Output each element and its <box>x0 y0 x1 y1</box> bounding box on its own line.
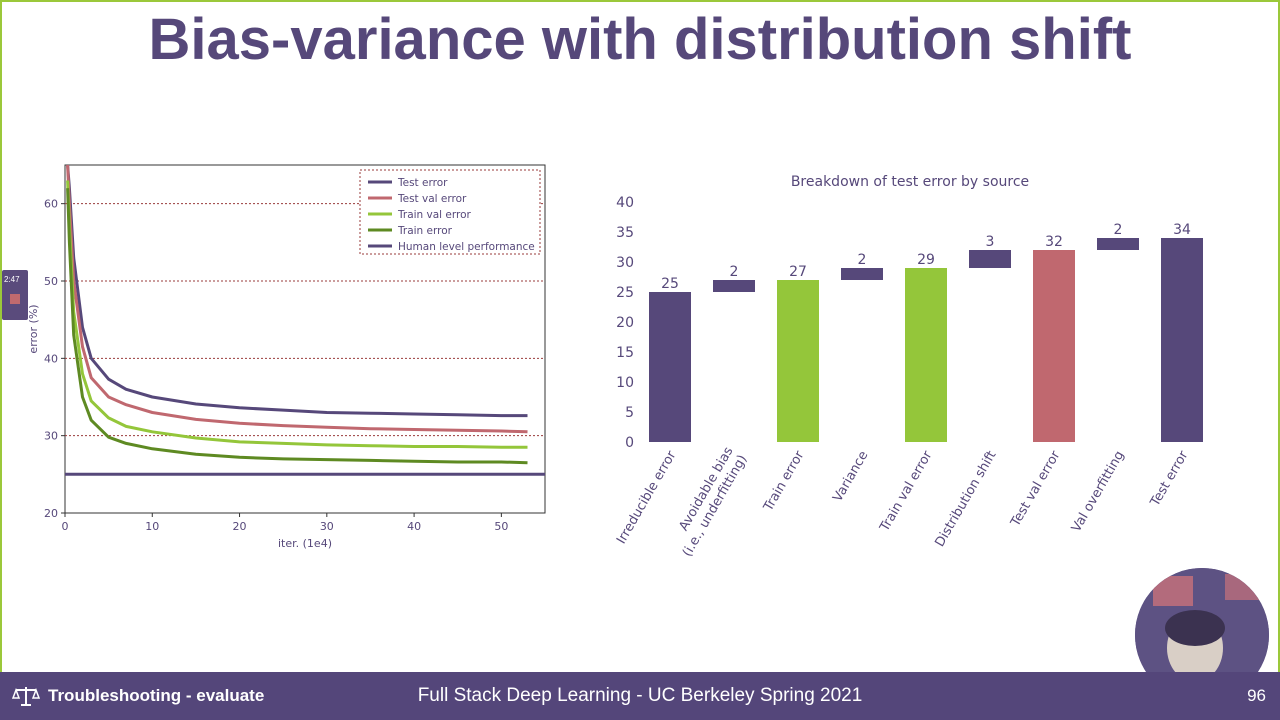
bar-chart: Breakdown of test error by source 0 5 10 15 2… <box>614 174 1203 559</box>
series-line <box>66 180 528 449</box>
x-category-label-line: Test error <box>1147 448 1191 510</box>
legend-box <box>359 169 541 255</box>
bar-value-label: 2 <box>858 252 867 268</box>
scales-icon <box>12 687 40 706</box>
bar <box>841 268 883 280</box>
x-category-label: Test val error <box>1008 448 1064 530</box>
y-tick-label: 35 <box>616 225 634 241</box>
x-category-label-line: Train val error <box>877 448 936 535</box>
side-widget-square-icon <box>10 294 20 304</box>
y-tick-label: 30 <box>616 255 634 271</box>
side-widget[interactable]: 2:47 <box>2 270 28 320</box>
footer-section: Troubleshooting - evaluate <box>12 685 264 707</box>
x-category-label: Test error <box>1147 448 1191 510</box>
bar-chart-title: Breakdown of test error by source <box>791 174 1029 190</box>
bar <box>713 280 755 292</box>
y-tick-label: 0 <box>625 435 634 451</box>
legend-label: Test val error <box>397 193 467 205</box>
x-tick-label: 50 <box>494 520 508 533</box>
series-line <box>66 165 528 434</box>
y-tick-label: 50 <box>44 275 58 288</box>
y-tick-label: 40 <box>44 352 58 365</box>
x-tick-label: 20 <box>233 520 247 533</box>
side-widget-text: 2:47 <box>4 275 20 284</box>
x-tick-label: 30 <box>320 520 334 533</box>
bar-value-label: 27 <box>789 264 807 280</box>
bar-value-label: 32 <box>1045 234 1063 250</box>
bar-value-label: 2 <box>730 264 739 280</box>
slide-title: Bias-variance with distribution shift <box>148 7 1132 72</box>
x-category-label: Train val error <box>877 448 936 535</box>
y-tick-label: 20 <box>616 315 634 331</box>
x-tick-label: 40 <box>407 520 421 533</box>
line-chart: 20 30 40 50 60 0 10 20 30 40 50 iter. (1e4) error (%… <box>27 164 546 550</box>
footer-course-title: Full Stack Deep Learning - UC Berkeley S… <box>417 685 863 706</box>
x-category-label: Avoidable bias(i.e., underfitting) <box>666 444 750 559</box>
x-category-label-line: Test val error <box>1008 448 1064 530</box>
legend-label: Test error <box>397 177 448 189</box>
bar-value-label: 25 <box>661 276 679 292</box>
bar <box>777 280 819 442</box>
x-category-label-line: Train error <box>761 448 808 515</box>
bar <box>905 268 947 442</box>
x-category-label: Train error <box>761 448 808 515</box>
y-tick-label: 40 <box>616 195 634 211</box>
bar <box>1161 238 1203 442</box>
y-tick-label: 15 <box>616 345 634 361</box>
x-tick-label: 0 <box>62 520 69 533</box>
footer-section-label: Troubleshooting - evaluate <box>48 686 265 705</box>
x-category-label: Variance <box>830 449 871 505</box>
x-category-label-line: Irreducible error <box>614 448 680 547</box>
y-tick-label: 60 <box>44 198 58 211</box>
bar-value-label: 29 <box>917 252 935 268</box>
y-tick-label: 10 <box>616 375 634 391</box>
y-tick-label: 25 <box>616 285 634 301</box>
y-tick-label: 5 <box>625 405 634 421</box>
series-line <box>66 165 528 418</box>
x-category-label-line: Variance <box>830 449 871 505</box>
footer-bar: Troubleshooting - evaluate Full Stack De… <box>0 672 1280 720</box>
x-category-label-line: Distribution shift <box>932 449 999 550</box>
bar <box>969 250 1011 268</box>
bar <box>1097 238 1139 250</box>
x-category-label: Distribution shift <box>932 449 999 550</box>
legend-label: Train error <box>397 225 453 237</box>
x-category-label: Irreducible error <box>614 448 680 547</box>
y-axis-label: error (%) <box>27 304 40 353</box>
bar <box>649 292 691 442</box>
bar-value-label: 3 <box>986 234 995 250</box>
y-tick-label: 30 <box>44 430 58 443</box>
bar <box>1033 250 1075 442</box>
bar-value-label: 34 <box>1173 222 1191 238</box>
page-number: 96 <box>1247 686 1266 705</box>
series-line <box>66 188 528 465</box>
x-axis-label: iter. (1e4) <box>278 537 332 550</box>
x-tick-label: 10 <box>145 520 159 533</box>
y-tick-label: 20 <box>44 507 58 520</box>
legend-label: Train val error <box>397 209 472 221</box>
legend-label: Human level performance <box>398 241 535 253</box>
x-category-label-line: Val overfitting <box>1069 449 1128 535</box>
x-category-label: Val overfitting <box>1069 449 1128 535</box>
bar-value-label: 2 <box>1114 222 1123 238</box>
